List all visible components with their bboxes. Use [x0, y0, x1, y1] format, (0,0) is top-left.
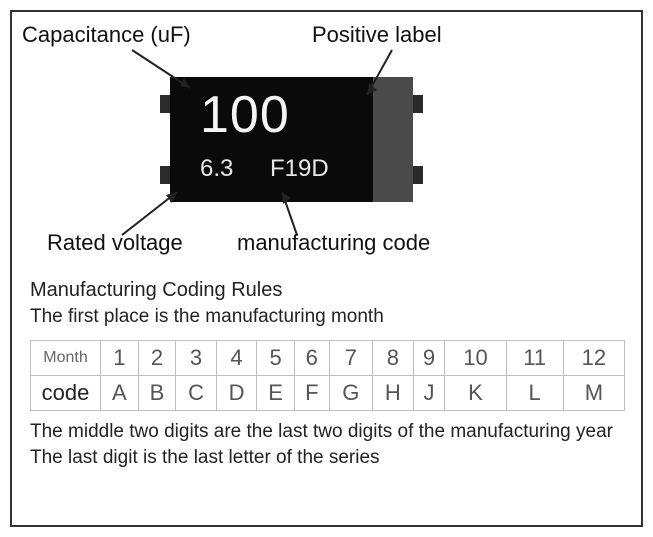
positive-label: Positive label	[312, 22, 442, 48]
table-row-codes: code A B C D E F G H J K L M	[31, 376, 625, 411]
month-cell: 3	[176, 341, 217, 376]
code-cell: F	[294, 376, 329, 411]
month-cell: 5	[257, 341, 295, 376]
code-cell: C	[176, 376, 217, 411]
footer-line2: The last digit is the last letter of the…	[30, 447, 380, 468]
month-code-table: Month 1 2 3 4 5 6 7 8 9 10 11 12 code A …	[30, 340, 625, 411]
coding-rules-title: Manufacturing Coding Rules	[30, 279, 623, 302]
capacitance-label: Capacitance (uF)	[22, 22, 191, 48]
table-row-months: Month 1 2 3 4 5 6 7 8 9 10 11 12	[31, 341, 625, 376]
code-cell: E	[257, 376, 295, 411]
code-cell: J	[413, 376, 445, 411]
month-cell: 9	[413, 341, 445, 376]
arrow-capacitance	[132, 50, 212, 100]
rated-voltage-value: 6.3	[200, 155, 233, 183]
month-cell: 4	[216, 341, 257, 376]
coding-rules-line1: The first place is the manufacturing mon…	[30, 306, 623, 328]
month-cell: 1	[101, 341, 139, 376]
month-cell: 2	[138, 341, 176, 376]
capacitance-value: 100	[200, 85, 290, 145]
row-label-code: code	[31, 376, 101, 411]
diagram-frame: Capacitance (uF) Positive label 100 6.3 …	[10, 10, 643, 527]
footer-line1: The middle two digits are the last two d…	[30, 421, 613, 442]
code-cell: B	[138, 376, 176, 411]
month-cell: 8	[373, 341, 414, 376]
month-cell: 6	[294, 341, 329, 376]
code-cell: H	[373, 376, 414, 411]
arrow-positive	[362, 50, 422, 105]
code-cell: D	[216, 376, 257, 411]
month-cell: 12	[563, 341, 624, 376]
code-cell: G	[329, 376, 372, 411]
code-cell: K	[445, 376, 506, 411]
manufacturing-code-label: manufacturing code	[237, 230, 430, 256]
month-cell: 10	[445, 341, 506, 376]
code-cell: A	[101, 376, 139, 411]
month-cell: 7	[329, 341, 372, 376]
code-cell: L	[506, 376, 563, 411]
row-label-month: Month	[31, 341, 101, 376]
manufacturing-code-value: F19D	[270, 155, 329, 183]
code-cell: M	[563, 376, 624, 411]
month-cell: 11	[506, 341, 563, 376]
coding-rules-footer: The middle two digits are the last two d…	[30, 419, 623, 470]
rated-voltage-label: Rated voltage	[47, 230, 183, 256]
